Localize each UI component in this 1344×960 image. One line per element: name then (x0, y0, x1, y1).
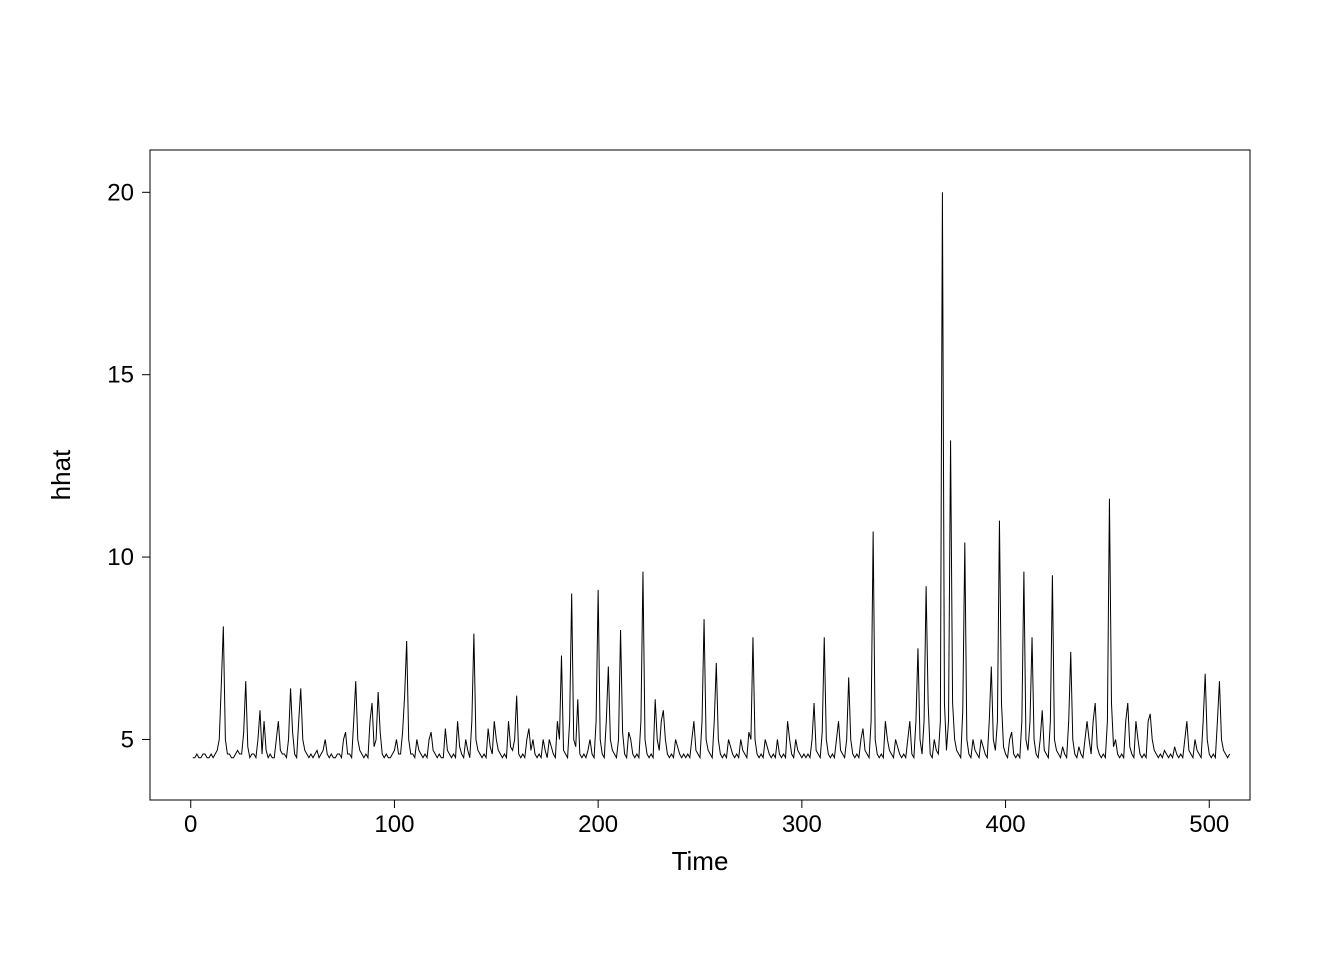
x-axis-label: Time (672, 846, 729, 876)
x-tick-label: 300 (782, 811, 822, 838)
y-axis-label: hhat (46, 449, 76, 500)
x-tick-label: 500 (1189, 811, 1229, 838)
line-chart: 0 100 200 300 400 500 5 10 15 20 Time hhat (0, 0, 1344, 960)
chart-container: 0 100 200 300 400 500 5 10 15 20 Time hhat (0, 0, 1344, 960)
y-tick-label: 10 (107, 544, 134, 571)
x-tick-label: 200 (578, 811, 618, 838)
x-tick-label: 100 (374, 811, 414, 838)
x-tick-label: 400 (986, 811, 1026, 838)
x-tick-label: 0 (184, 811, 197, 838)
y-tick-label: 20 (107, 179, 134, 206)
y-tick-label: 15 (107, 362, 134, 389)
y-tick-label: 5 (121, 726, 134, 753)
